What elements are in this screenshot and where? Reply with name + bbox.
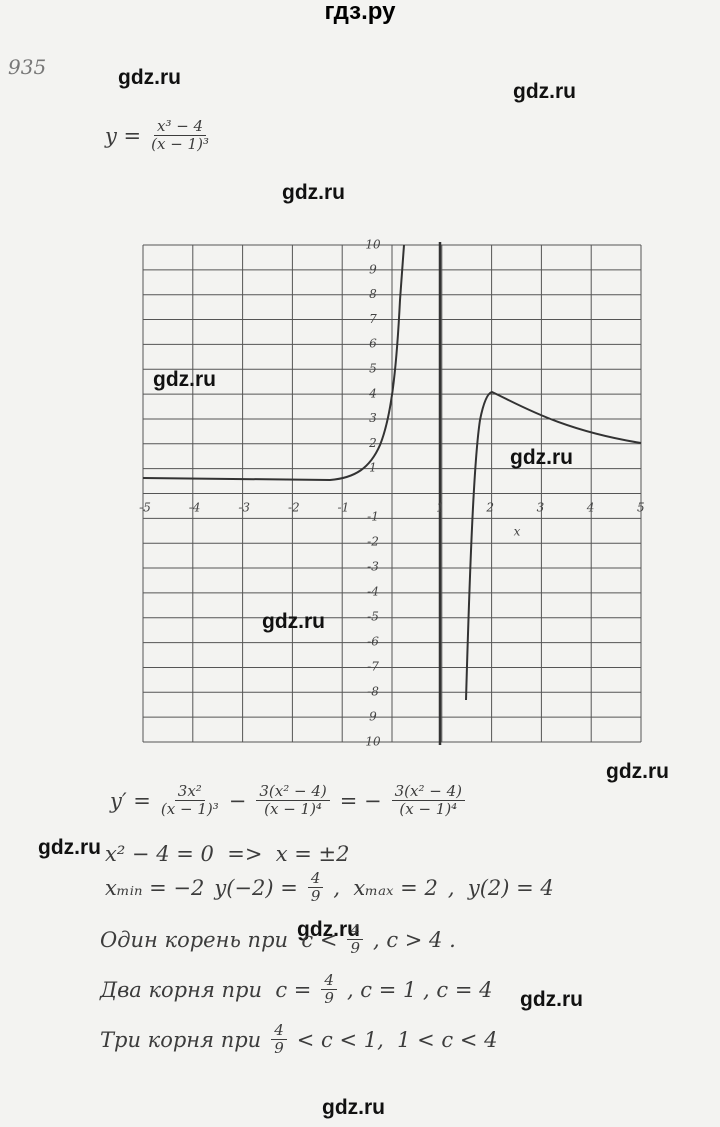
- header-title: гдз.ру: [324, 0, 396, 25]
- y-tick-label: -7: [367, 660, 379, 674]
- text: , c > 4 .: [372, 927, 456, 952]
- denominator: (x − 1)⁴: [264, 800, 322, 819]
- y-tick-label: -1: [367, 510, 379, 524]
- watermark: gdz.ru: [118, 66, 181, 89]
- y-tick-label: -2: [367, 535, 379, 549]
- y-tick-label: 3: [369, 411, 377, 425]
- watermark: gdz.ru: [282, 181, 345, 204]
- x-tick-label: -1: [338, 501, 350, 515]
- curve-right: [465, 390, 642, 701]
- numerator: x³ − 4: [153, 117, 207, 137]
- text: Три корня при: [100, 1027, 262, 1052]
- watermark: gdz.ru: [606, 760, 669, 783]
- y-tick-label: 10: [365, 238, 381, 252]
- text: y(−2) =: [214, 875, 298, 900]
- text: , y(2) = 4: [447, 875, 554, 900]
- x-tick-label: -4: [189, 501, 201, 515]
- math-line: y = x³ − 4 (x − 1)³: [105, 117, 209, 154]
- y-tick-label: -3: [367, 560, 379, 574]
- text: −: [228, 788, 247, 813]
- x-tick-label: 4: [586, 501, 595, 515]
- text: Два корня при c =: [100, 977, 312, 1002]
- grid: [142, 244, 642, 743]
- problem-number: 935: [8, 55, 47, 79]
- numerator: 3(x² − 4): [256, 782, 330, 802]
- x-tick-label: 5: [637, 501, 645, 515]
- watermark: gdz.ru: [297, 918, 360, 941]
- y-tick-label: 6: [369, 337, 377, 351]
- y-tick-label: 5: [369, 362, 377, 376]
- x-tick-label: 1: [436, 501, 444, 515]
- denominator: (x − 1)⁴: [399, 800, 458, 819]
- x-tick-label: 3: [537, 501, 545, 515]
- watermark: gdz.ru: [520, 988, 583, 1011]
- y-tick-label: -4: [367, 585, 379, 599]
- numerator: 4: [347, 921, 363, 941]
- numerator: 3(x² − 4): [391, 782, 465, 802]
- math-line: Три корня при 4 9 < c < 1, 1 < c < 4: [100, 1021, 498, 1058]
- x-tick-label: -3: [238, 501, 250, 515]
- watermark: gdz.ru: [262, 610, 325, 633]
- watermark: gdz.ru: [38, 836, 101, 859]
- watermark: gdz.ru: [153, 368, 216, 391]
- x-axis-label: x: [514, 525, 521, 539]
- math-line: x² − 4 = 0 => x = ±2: [105, 842, 350, 866]
- fraction: 3x² (x − 1)³: [160, 782, 219, 819]
- math-line: y′ = 3x² (x − 1)³ −3(x² − 4) (x − 1)⁴ = −3(x²…: [110, 782, 465, 819]
- text: < c < 1, 1 < c < 4: [296, 1027, 498, 1052]
- x-tick-label: -2: [288, 501, 300, 515]
- watermark: gdz.ru: [513, 80, 576, 103]
- y-tick-label: 7: [369, 312, 377, 326]
- fraction: x³ − 4 (x − 1)³: [151, 117, 209, 154]
- y-tick-label: 10: [365, 735, 381, 749]
- text: Один корень при c <: [100, 927, 338, 952]
- numerator: 4: [321, 971, 337, 991]
- text: , xₘₐₓ = 2: [333, 875, 438, 900]
- y-tick-label: 9: [369, 710, 377, 724]
- math-line: xₘᵢₙ = −2 y(−2) = 4 9 , xₘₐₓ = 2 , y(2) = 4: [105, 869, 554, 906]
- watermark: gdz.ru: [510, 446, 573, 469]
- y-tick-label: 2: [368, 436, 377, 450]
- numerator: 4: [271, 1021, 287, 1041]
- x-tick-label: 2: [485, 501, 494, 515]
- text: y =: [105, 123, 142, 148]
- y-tick-label: 9: [369, 262, 377, 276]
- numerator: 3x²: [174, 782, 205, 802]
- text: , c = 1 , c = 4: [346, 977, 493, 1002]
- y-tick-label: 4: [368, 386, 377, 400]
- math-line: Один корень при c < 4 9 , c > 4 .: [100, 921, 456, 958]
- text: y′ =: [110, 788, 151, 813]
- watermark: gdz.ru: [322, 1096, 385, 1119]
- denominator: 9: [350, 939, 360, 958]
- text: x² − 4 = 0 => x = ±2: [105, 842, 350, 866]
- denominator: 9: [310, 887, 321, 906]
- numerator: 4: [307, 869, 324, 889]
- text: = −: [339, 788, 382, 813]
- y-tick-label: 8: [369, 287, 377, 301]
- fraction: 3(x² − 4) (x − 1)⁴: [256, 782, 330, 819]
- math-line: Два корня при c = 4 9 , c = 1 , c = 4: [100, 971, 493, 1008]
- text: xₘᵢₙ = −2: [105, 875, 205, 900]
- y-tick-label: -8: [367, 685, 379, 699]
- y-tick-label: -6: [367, 635, 379, 649]
- x-tick-label: -5: [139, 501, 151, 515]
- y-tick-label: -5: [367, 610, 379, 624]
- y-tick-label: 1: [369, 461, 377, 475]
- denominator: 9: [274, 1039, 284, 1058]
- denominator: (x − 1)³: [160, 800, 219, 819]
- denominator: 9: [324, 989, 334, 1008]
- fraction: 3(x² − 4) (x − 1)⁴: [391, 782, 465, 819]
- denominator: (x − 1)³: [151, 135, 209, 154]
- curve-left: [142, 244, 405, 482]
